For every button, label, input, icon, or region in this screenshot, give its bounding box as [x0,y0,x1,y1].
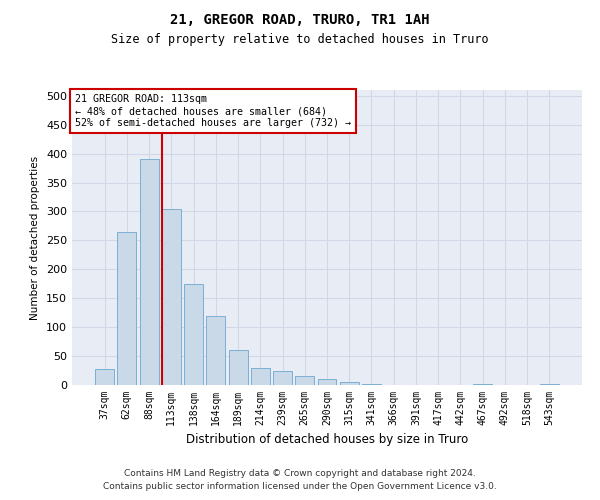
Bar [317,379,337,385]
Text: Size of property relative to detached houses in Truro: Size of property relative to detached ho… [111,32,489,46]
Bar [295,376,314,385]
Text: Contains HM Land Registry data © Crown copyright and database right 2024.: Contains HM Land Registry data © Crown c… [124,468,476,477]
Bar [184,284,203,385]
X-axis label: Distribution of detached houses by size in Truro: Distribution of detached houses by size … [186,434,468,446]
Bar [118,232,136,385]
Bar [473,384,492,385]
Bar [95,370,114,385]
Bar [140,160,158,385]
Bar [540,384,559,385]
Text: 21, GREGOR ROAD, TRURO, TR1 1AH: 21, GREGOR ROAD, TRURO, TR1 1AH [170,12,430,26]
Bar [162,208,181,385]
Y-axis label: Number of detached properties: Number of detached properties [31,156,40,320]
Bar [251,368,270,385]
Text: 21 GREGOR ROAD: 113sqm
← 48% of detached houses are smaller (684)
52% of semi-de: 21 GREGOR ROAD: 113sqm ← 48% of detached… [74,94,350,128]
Bar [340,382,359,385]
Text: Contains public sector information licensed under the Open Government Licence v3: Contains public sector information licen… [103,482,497,491]
Bar [206,316,225,385]
Bar [229,350,248,385]
Bar [362,384,381,385]
Bar [273,370,292,385]
